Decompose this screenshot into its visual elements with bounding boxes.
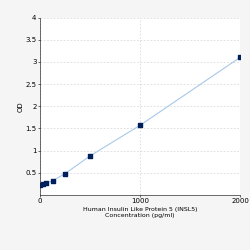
Point xyxy=(50,179,54,183)
Y-axis label: OD: OD xyxy=(18,101,24,112)
Point xyxy=(63,172,67,176)
Point xyxy=(138,123,142,127)
Point xyxy=(38,183,42,187)
Point xyxy=(238,56,242,60)
Point xyxy=(88,154,92,158)
X-axis label: Human Insulin Like Protein 5 (INSL5)
Concentration (pg/ml): Human Insulin Like Protein 5 (INSL5) Con… xyxy=(83,207,197,218)
Point xyxy=(44,181,48,185)
Point xyxy=(41,182,45,186)
